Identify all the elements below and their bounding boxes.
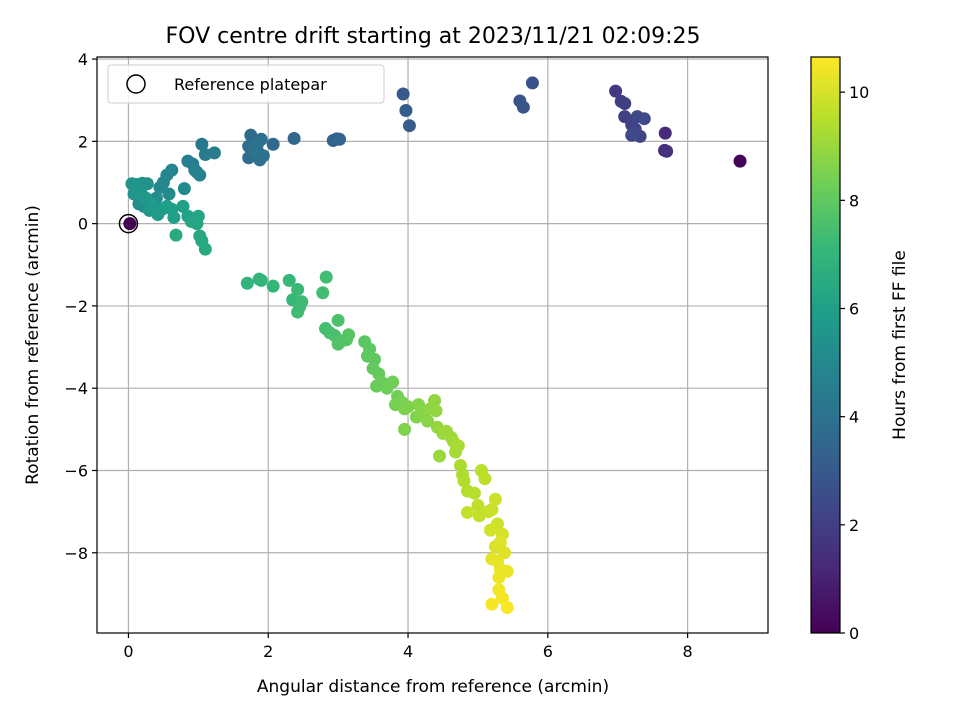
data-point: [609, 84, 623, 98]
x-tick-label: 4: [403, 642, 413, 661]
data-point: [319, 270, 333, 284]
data-point: [660, 144, 674, 158]
data-point: [467, 486, 481, 500]
y-tick-label: −2: [64, 297, 88, 316]
data-point: [399, 103, 413, 117]
data-point: [428, 394, 442, 408]
data-point: [266, 137, 280, 151]
data-point: [488, 492, 502, 506]
data-point: [398, 422, 412, 436]
data-point: [478, 472, 492, 486]
y-ticks: 4 2 0 −2 −4 −6 −8: [64, 50, 97, 563]
y-axis-label: Rotation from reference (arcmin): [23, 205, 43, 485]
data-point: [176, 199, 190, 213]
data-point: [637, 112, 651, 126]
y-tick-label: −4: [64, 379, 88, 398]
data-point: [485, 597, 499, 611]
data-point: [421, 414, 435, 428]
data-points: [123, 76, 747, 614]
data-point: [525, 76, 539, 90]
data-point: [618, 96, 632, 110]
data-point: [295, 295, 309, 309]
data-point: [190, 165, 204, 179]
data-point: [402, 119, 416, 133]
colorbar-tick-label: 8: [849, 191, 859, 210]
x-ticks: 0 2 4 6 8: [123, 633, 693, 661]
data-point: [626, 126, 640, 140]
data-point: [198, 242, 212, 256]
colorbar: 0 2 4 6 8 10 Hours from first FF file: [810, 56, 910, 643]
data-point: [247, 142, 261, 156]
data-point: [331, 313, 345, 327]
plot-frame: [96, 56, 769, 634]
data-point: [125, 177, 139, 191]
data-point: [256, 149, 270, 163]
data-point: [516, 100, 530, 114]
data-point: [316, 286, 330, 300]
colorbar-label: Hours from first FF file: [890, 250, 910, 440]
data-point: [333, 132, 347, 146]
reference-marker: [118, 213, 139, 234]
y-tick-label: 2: [78, 132, 88, 151]
data-point: [396, 87, 410, 101]
data-point: [451, 439, 465, 453]
data-point: [386, 375, 400, 389]
data-point: [401, 400, 415, 414]
data-point: [282, 273, 296, 287]
data-point: [291, 282, 305, 296]
data-point: [266, 279, 280, 293]
legend-marker-icon: [126, 74, 146, 94]
x-tick-label: 0: [123, 642, 133, 661]
data-point: [500, 600, 514, 614]
x-tick-label: 2: [263, 642, 273, 661]
data-point: [169, 228, 183, 242]
data-point: [184, 215, 198, 229]
data-point: [460, 505, 474, 519]
x-tick-label: 6: [543, 642, 553, 661]
x-axis-label: Angular distance from reference (arcmin): [257, 677, 609, 697]
data-point: [240, 276, 254, 290]
chart-title: FOV centre drift starting at 2023/11/21 …: [166, 24, 701, 49]
data-point: [432, 449, 446, 463]
legend-box: [107, 64, 385, 104]
data-point: [123, 217, 137, 231]
data-point: [457, 474, 471, 488]
colorbar-gradient: [810, 56, 841, 634]
colorbar-tick-label: 10: [849, 83, 869, 102]
legend: Reference platepar: [107, 64, 385, 104]
data-point: [429, 404, 443, 418]
colorbar-tick-label: 6: [849, 299, 859, 318]
y-tick-label: −8: [64, 544, 88, 563]
data-point: [140, 177, 154, 191]
y-tick-label: 0: [78, 215, 88, 234]
plot-area: 0 2 4 6 8 4 2 0 −2 −4 −6 −8 Reference platepar: [64, 50, 769, 661]
data-point: [493, 535, 507, 549]
data-point: [484, 523, 498, 537]
data-point: [733, 154, 747, 168]
data-point: [254, 273, 268, 287]
colorbar-tick-label: 0: [849, 624, 859, 643]
data-point: [492, 570, 506, 584]
data-point: [167, 210, 181, 224]
data-point: [153, 180, 167, 194]
y-tick-label: −6: [64, 461, 88, 480]
data-point: [342, 328, 356, 342]
data-point: [207, 146, 221, 160]
y-tick-label: 4: [78, 50, 88, 69]
legend-entry-reference-platepar: Reference platepar: [174, 75, 327, 94]
data-point: [485, 503, 499, 517]
data-point: [195, 137, 209, 151]
grid-lines: [97, 57, 768, 633]
data-point: [291, 305, 305, 319]
data-point: [658, 126, 672, 140]
data-point: [471, 498, 485, 512]
colorbar-tick-label: 2: [849, 516, 859, 535]
data-point: [287, 131, 301, 145]
colorbar-tick-label: 4: [849, 408, 859, 427]
data-point: [177, 182, 191, 196]
colorbar-ticks: 0 2 4 6 8 10: [840, 83, 869, 643]
data-point: [162, 187, 176, 201]
x-tick-label: 8: [683, 642, 693, 661]
